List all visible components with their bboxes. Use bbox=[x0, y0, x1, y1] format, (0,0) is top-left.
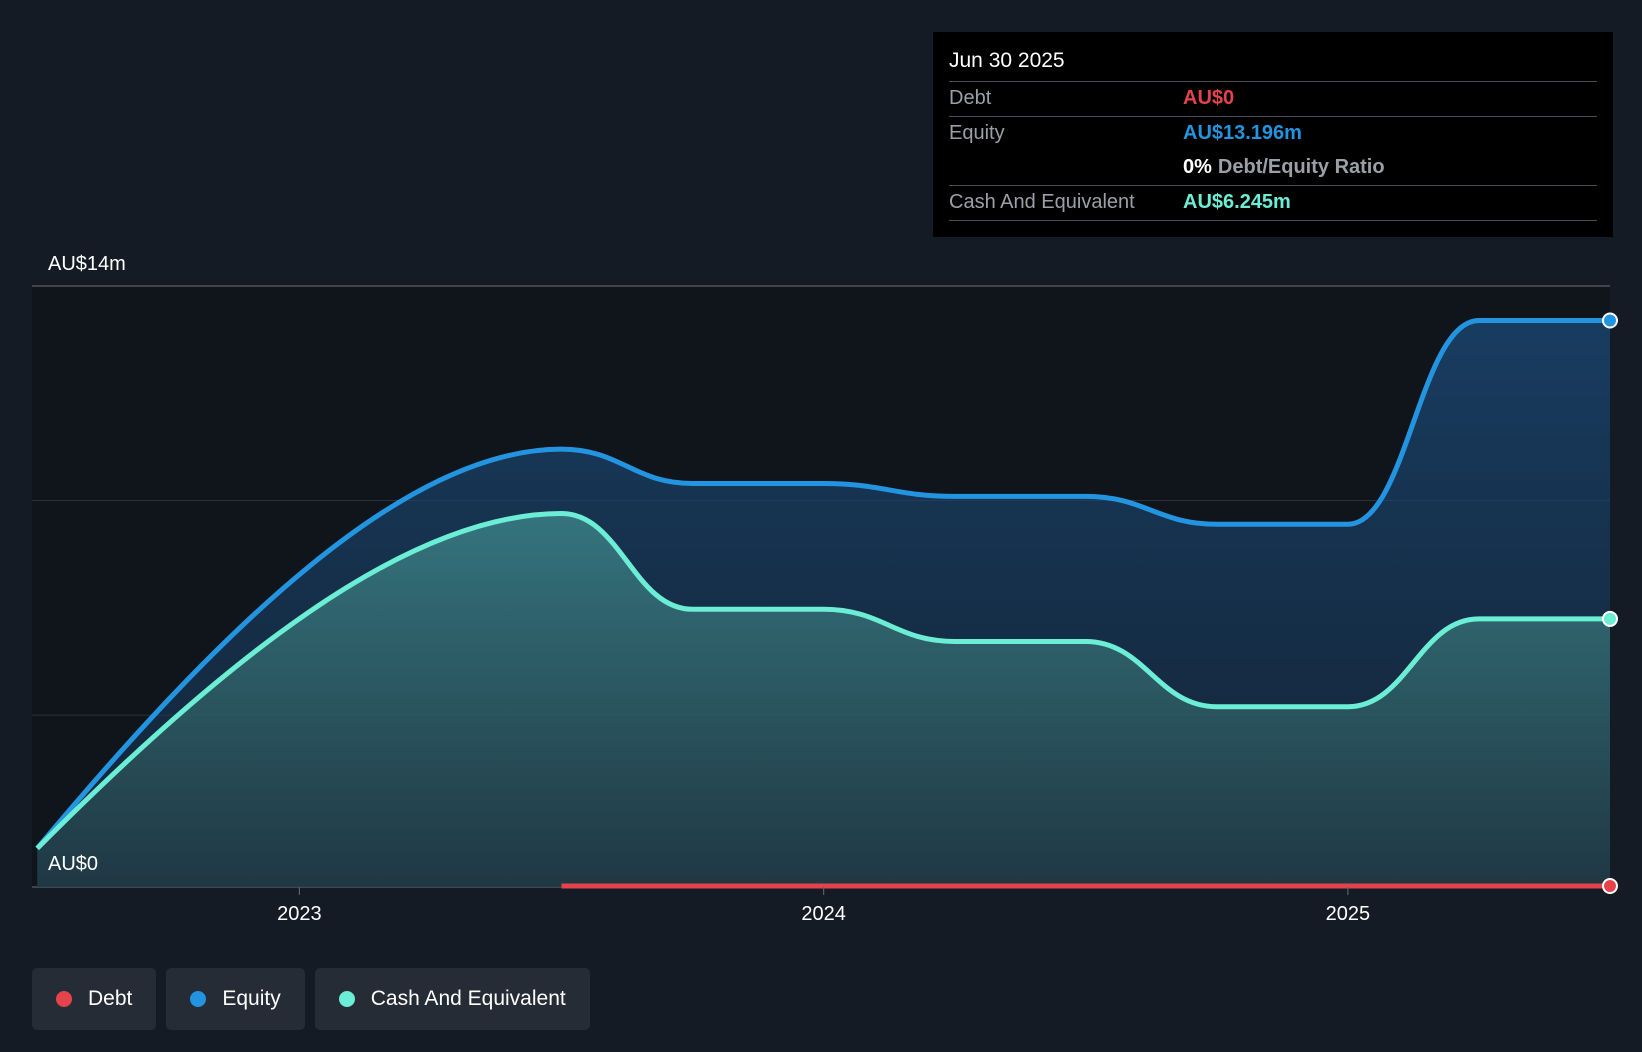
x-tick-label: 2023 bbox=[277, 903, 322, 925]
equity-line bbox=[35, 318, 1610, 850]
legend-item-equity[interactable]: Equity bbox=[166, 968, 305, 1030]
equity-dot-icon bbox=[190, 991, 207, 1007]
chart-legend: Debt Equity Cash And Equivalent bbox=[32, 968, 600, 1030]
cash-area bbox=[37, 513, 1610, 887]
tooltip-cash-value: AU$6.245m bbox=[1183, 191, 1291, 213]
legend-cash-label: Cash And Equivalent bbox=[370, 987, 566, 1010]
tooltip-cash-row: Cash And Equivalent AU$6.245m bbox=[949, 185, 1597, 221]
tooltip-debt-row: Debt AU$0 bbox=[949, 81, 1597, 116]
equity-end-point bbox=[1602, 312, 1618, 329]
debt-dot-icon bbox=[56, 991, 72, 1007]
x-tick-label: 2024 bbox=[801, 903, 846, 925]
tooltip-cash-label: Cash And Equivalent bbox=[949, 191, 1135, 213]
legend-item-debt[interactable]: Debt bbox=[32, 968, 157, 1030]
tooltip-debt-label: Debt bbox=[949, 87, 992, 109]
x-axis-ticks: 2023 2024 2025 bbox=[277, 887, 1370, 925]
x-tick-label: 2025 bbox=[1326, 903, 1371, 925]
data-tooltip: Jun 30 2025 Debt AU$0 Equity AU$13.196m … bbox=[933, 32, 1613, 237]
series-end-points bbox=[1602, 312, 1618, 894]
cash-end-point bbox=[1602, 610, 1618, 627]
tooltip-equity-label: Equity bbox=[949, 122, 1005, 144]
legend-debt-label: Debt bbox=[88, 987, 133, 1010]
tooltip-ratio-row: 0% Debt/Equity Ratio bbox=[949, 151, 1597, 185]
legend-equity-label: Equity bbox=[222, 987, 281, 1010]
legend-item-cash[interactable]: Cash And Equivalent bbox=[314, 968, 590, 1030]
tooltip-ratio-label: Debt/Equity Ratio bbox=[1217, 156, 1385, 178]
cash-dot-icon bbox=[338, 991, 355, 1007]
y-axis-max-label: AU$14m bbox=[48, 253, 126, 275]
tooltip-equity-row: Equity AU$13.196m bbox=[949, 116, 1597, 151]
tooltip-equity-value: AU$13.196m bbox=[1183, 122, 1302, 144]
tooltip-date: Jun 30 2025 bbox=[949, 49, 1065, 72]
debt-end-point bbox=[1602, 878, 1618, 894]
cash-line bbox=[35, 511, 1610, 851]
y-axis-min-label: AU$0 bbox=[48, 853, 98, 875]
tooltip-debt-value: AU$0 bbox=[1183, 87, 1235, 109]
tooltip-ratio-value: 0% bbox=[1183, 156, 1212, 178]
